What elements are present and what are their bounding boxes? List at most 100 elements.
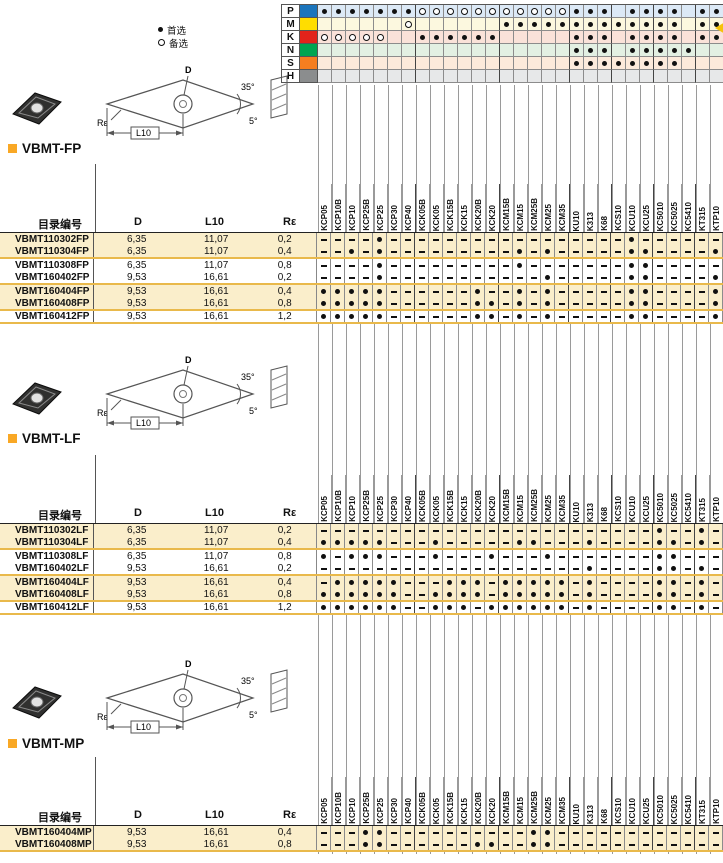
dot-cell: [625, 602, 639, 613]
first-choice-dot: [363, 554, 368, 559]
dot-cell: [443, 311, 457, 322]
matrix-cell: [430, 57, 444, 70]
legend-first-choice-label: 首选: [167, 25, 187, 37]
dot-cell: [681, 576, 695, 589]
grade-column-header: KTP10: [710, 475, 723, 523]
dot-cell: [387, 563, 401, 574]
dash: [600, 250, 607, 253]
d-value: 9,53: [126, 286, 147, 297]
first-choice-dot: [475, 592, 480, 597]
dash: [558, 555, 565, 558]
dot-cell: [345, 298, 359, 309]
dot-cell: [695, 233, 709, 246]
first-choice-dot: [658, 34, 663, 40]
matrix-cell: [710, 5, 723, 18]
first-choice-dot: [377, 540, 382, 545]
grade-label: KCP40: [404, 798, 413, 824]
first-choice-dot: [391, 580, 396, 585]
re-value: 1,2: [277, 602, 292, 613]
grade-headers: KCP05 KCP10B KCP10 KCP25B KCP25 KCP30 KCP40 KCK…: [318, 777, 723, 825]
grade-label: KCM15B: [502, 198, 511, 231]
dot-cell: [709, 285, 723, 298]
dot-cell: [681, 311, 695, 322]
dot-cell: [415, 259, 429, 272]
dash: [362, 264, 369, 267]
dash: [614, 238, 621, 241]
dot-cell: [681, 285, 695, 298]
dash: [460, 238, 467, 241]
first-choice-dot: [447, 580, 452, 585]
grade-label: K68: [600, 507, 609, 522]
matrix-row-N: N: [282, 44, 723, 57]
dot-cell: [597, 839, 611, 850]
first-choice-dot: [643, 249, 648, 254]
dash: [460, 315, 467, 318]
dot-cell: [555, 272, 569, 283]
dash: [642, 606, 649, 609]
first-choice-dot: [433, 592, 438, 597]
dash: [334, 843, 341, 846]
grade-column-header: KCU10: [626, 475, 640, 523]
matrix-cell: [654, 18, 668, 31]
grade-label: K313: [586, 502, 595, 522]
matrix-cell: [360, 18, 374, 31]
dash: [572, 315, 579, 318]
dot-cell: [709, 839, 723, 850]
table-row: VBMT110308LF 6,35 11,07 0,8: [0, 550, 723, 563]
dash: [516, 276, 523, 279]
matrix-cell: [528, 18, 542, 31]
matrix-cell: [444, 44, 458, 57]
dot-cell: [513, 602, 527, 613]
grade-column-header: KCK05B: [416, 475, 430, 523]
grade-column-header: KCK05B: [416, 184, 430, 232]
grade-column-header: KCK15B: [444, 777, 458, 825]
dot-cell: [331, 259, 345, 272]
dash: [390, 567, 397, 570]
grade-column-header: KCM15B: [500, 184, 514, 232]
matrix-cell: [388, 57, 402, 70]
first-choice-dot: [545, 314, 550, 319]
grade-column-header: KCK20B: [472, 777, 486, 825]
dot-cell: [695, 311, 709, 322]
dash: [642, 555, 649, 558]
first-choice-dot: [377, 830, 382, 835]
dash: [684, 567, 691, 570]
matrix-cell: [332, 31, 346, 44]
dash: [698, 290, 705, 293]
d-value: 9,53: [126, 577, 147, 588]
grade-label: KCP25B: [362, 792, 371, 824]
first-choice-dot: [461, 605, 466, 610]
dash: [656, 290, 663, 293]
dot-cell: [555, 233, 569, 246]
dot-cell: [317, 550, 331, 563]
dot-cell: [429, 272, 443, 283]
matrix-letter: K: [282, 31, 300, 44]
dash: [404, 555, 411, 558]
dot-cell: [345, 537, 359, 548]
dash: [516, 843, 523, 846]
first-choice-dot: [377, 314, 382, 319]
dash: [656, 315, 663, 318]
first-choice-dot: [657, 540, 662, 545]
grade-cells: [316, 563, 723, 574]
grade-label: KCU10: [628, 797, 637, 824]
dash: [698, 831, 705, 834]
first-choice-dot: [629, 314, 634, 319]
first-choice-dot: [658, 8, 663, 14]
dot-cell: [611, 826, 625, 839]
first-choice-dot: [335, 605, 340, 610]
dash: [586, 302, 593, 305]
dash: [418, 593, 425, 596]
grade-column-header: KCK15B: [444, 184, 458, 232]
grade-cells: [316, 246, 723, 257]
dot-cell: [513, 272, 527, 283]
grade-cells: [316, 537, 723, 548]
dash: [390, 290, 397, 293]
matrix-cell: [486, 18, 500, 31]
dot-cell: [443, 537, 457, 548]
dash: [684, 276, 691, 279]
dot-cell: [667, 233, 681, 246]
dot-cell: [485, 311, 499, 322]
dot-cell: [331, 589, 345, 600]
first-choice-dot: [377, 842, 382, 847]
